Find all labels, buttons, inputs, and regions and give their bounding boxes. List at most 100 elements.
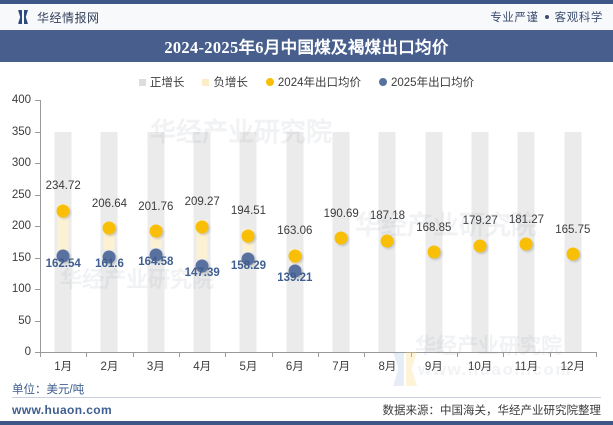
page-footer: www.huaon.com 数据来源：中国海关，华经产业研究院整理	[0, 398, 613, 421]
category-columns: 162.54 234.72 1月 161.6 206.64 2月 164.58 201.76 3…	[40, 100, 596, 373]
data-point-2025[interactable]	[195, 259, 209, 273]
data-point-2024[interactable]	[241, 229, 255, 243]
x-axis-tick	[132, 352, 134, 357]
y-axis-line	[40, 100, 41, 353]
chart-category-column[interactable]: 168.85 9月	[411, 100, 457, 373]
legend-item[interactable]: 2024年出口均价	[265, 74, 361, 90]
y-axis-tick	[35, 100, 40, 101]
x-axis-category-label: 6月	[285, 361, 304, 373]
data-label-2025: 164.58	[138, 256, 174, 269]
data-label-2025: 139.21	[277, 272, 313, 285]
legend-label: 2024年出口均价	[277, 77, 361, 89]
chart-category-column[interactable]: 164.58 201.76 3月	[133, 100, 179, 373]
data-label-2024: 181.27	[508, 213, 545, 226]
data-label-2024: 194.51	[230, 205, 267, 218]
data-label-2025: 158.29	[230, 260, 267, 273]
x-axis-tick	[40, 352, 41, 357]
y-axis-tick	[35, 289, 40, 290]
chart-category-column[interactable]: 158.29 194.51 5月	[225, 100, 271, 373]
data-label-2024: 163.06	[277, 225, 313, 238]
x-axis-tick	[179, 352, 180, 357]
category-background-bar	[564, 131, 582, 352]
data-point-2025[interactable]	[56, 249, 70, 263]
footer-source: 数据来源：中国海关，华经产业研究院整理	[382, 404, 602, 417]
y-axis-label: 150	[11, 251, 31, 264]
footer-divider	[12, 397, 601, 398]
data-point-2024[interactable]	[288, 249, 302, 263]
category-background-bar	[425, 131, 443, 352]
data-label-2024: 168.85	[416, 221, 452, 234]
bottom-accent-bar	[0, 421, 613, 425]
data-point-2024[interactable]	[102, 221, 116, 235]
y-axis-tick	[35, 194, 40, 196]
chart-category-column[interactable]: 187.18 8月	[364, 100, 410, 373]
growth-connector-bar	[196, 220, 208, 260]
data-point-2024[interactable]	[149, 224, 163, 238]
data-point-2024[interactable]	[566, 247, 580, 261]
top-accent-bar	[0, 0, 613, 4]
x-axis-category-label: 8月	[378, 361, 397, 373]
chart-category-column[interactable]: 139.21 163.06 6月	[272, 100, 318, 373]
footer-site-link[interactable]: www.huaon.com	[12, 402, 113, 417]
legend-item[interactable]: 正增长	[138, 74, 184, 90]
data-point-2024[interactable]	[380, 234, 394, 248]
y-axis-label: 250	[11, 188, 31, 201]
brand-name: 华经情报网	[37, 10, 100, 25]
data-point-2024[interactable]	[519, 237, 533, 251]
x-axis-tick	[318, 352, 319, 357]
plot-area: 0 50 100 150 200 250 300 350 400 162.54 234.72 1月 1…	[12, 94, 597, 373]
x-axis-category-label: 11月	[514, 361, 539, 373]
slogan-right: 客观科学	[554, 12, 603, 24]
data-point-2025[interactable]	[288, 264, 302, 278]
x-axis-category-label: 4月	[193, 361, 212, 373]
data-point-2025[interactable]	[102, 250, 116, 264]
data-label-2024: 190.69	[323, 207, 359, 220]
data-point-2024[interactable]	[334, 231, 348, 245]
data-point-2025[interactable]	[149, 248, 163, 262]
data-point-2025[interactable]	[241, 252, 255, 266]
growth-connector-bar	[103, 221, 115, 251]
legend-item[interactable]: 负增长	[202, 74, 248, 90]
x-axis-tick	[271, 352, 273, 357]
data-label-2024: 179.27	[462, 215, 498, 228]
data-point-2024[interactable]	[473, 239, 487, 253]
growth-connector-bar	[57, 204, 69, 250]
data-label-2024: 201.76	[138, 200, 174, 213]
x-axis-category-label: 2月	[100, 361, 119, 373]
x-axis-tick	[364, 352, 366, 357]
chart-category-column[interactable]: 179.27 10月	[457, 100, 503, 373]
y-axis-label: 300	[11, 157, 31, 169]
chart-category-column[interactable]: 181.27 11月	[503, 100, 549, 373]
category-background-bar	[286, 131, 304, 352]
x-axis-tick	[457, 352, 458, 357]
chart-category-column[interactable]: 161.6 206.64 2月	[86, 100, 132, 373]
x-axis-category-label: 3月	[146, 361, 165, 373]
data-point-2024[interactable]	[195, 220, 209, 234]
chart-category-column[interactable]: 162.54 234.72 1月	[40, 100, 86, 373]
brand: 华经情报网	[18, 9, 100, 26]
unit-note: 单位：美元/吨	[12, 384, 85, 396]
y-axis-label: 100	[11, 283, 31, 295]
legend-item[interactable]: 2025年出口均价	[379, 74, 474, 90]
data-label-2024: 209.27	[184, 196, 220, 209]
chart-category-column[interactable]: 165.75 12月	[550, 100, 596, 373]
x-axis-category-label: 10月	[468, 361, 493, 373]
data-label-2024: 187.18	[369, 210, 406, 223]
y-axis-tick	[35, 320, 40, 322]
chart-category-column[interactable]: 190.69 7月	[318, 100, 364, 373]
page-title: 2024-2025年6月中国煤及褐煤出口均价	[164, 38, 449, 57]
y-axis-label: 0	[24, 346, 31, 358]
x-axis-tick	[410, 352, 412, 357]
legend-swatch-3-icon	[265, 78, 274, 86]
y-axis-label: 400	[11, 94, 31, 106]
data-label-2024: 165.75	[555, 223, 591, 236]
data-point-2024[interactable]	[427, 245, 441, 259]
data-point-2024[interactable]	[56, 204, 70, 218]
y-axis-label: 50	[18, 314, 31, 327]
watermark-flag-icon	[393, 352, 419, 386]
chart-category-column[interactable]: 147.39 209.27 4月	[179, 100, 225, 373]
legend-label: 负增长	[213, 77, 248, 89]
data-label-2025: 147.39	[184, 267, 220, 280]
page-header: 华经情报网 专业严谨 客观科学	[0, 4, 613, 30]
